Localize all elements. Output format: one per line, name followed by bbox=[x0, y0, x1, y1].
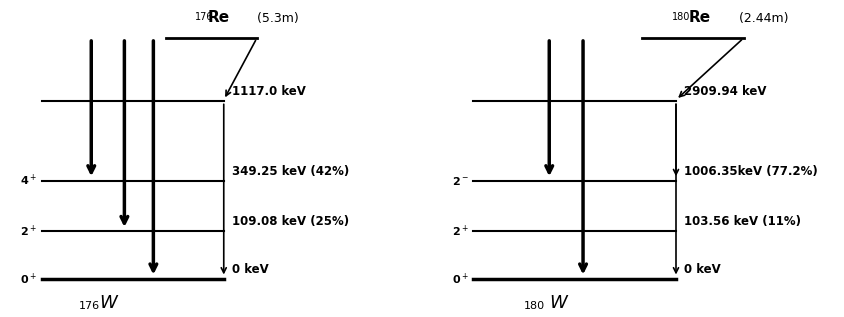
Text: 2$^-$: 2$^-$ bbox=[452, 175, 468, 187]
Text: 180: 180 bbox=[671, 12, 690, 22]
Text: 349.25 keV (42%): 349.25 keV (42%) bbox=[232, 165, 349, 178]
Text: 4$^+$: 4$^+$ bbox=[20, 173, 37, 188]
Text: 1006.35keV (77.2%): 1006.35keV (77.2%) bbox=[684, 165, 817, 178]
Text: Re: Re bbox=[207, 10, 229, 25]
Text: 109.08 keV (25%): 109.08 keV (25%) bbox=[232, 215, 349, 228]
Text: 180: 180 bbox=[523, 301, 544, 311]
Text: 1117.0 keV: 1117.0 keV bbox=[232, 85, 306, 98]
Text: 2$^+$: 2$^+$ bbox=[452, 224, 468, 239]
Text: 0 keV: 0 keV bbox=[684, 263, 720, 276]
Text: 2$^+$: 2$^+$ bbox=[20, 224, 37, 239]
Text: 103.56 keV (11%): 103.56 keV (11%) bbox=[684, 215, 800, 228]
Text: 176: 176 bbox=[194, 12, 213, 22]
Text: 2909.94 keV: 2909.94 keV bbox=[684, 85, 766, 98]
Text: 0 keV: 0 keV bbox=[232, 263, 268, 276]
Text: 176: 176 bbox=[78, 301, 100, 311]
Text: (5.3m): (5.3m) bbox=[252, 12, 298, 25]
Text: W: W bbox=[100, 294, 117, 312]
Text: W: W bbox=[549, 294, 566, 312]
Text: (2.44m): (2.44m) bbox=[734, 12, 787, 25]
Text: 0$^+$: 0$^+$ bbox=[452, 271, 468, 287]
Text: 0$^+$: 0$^+$ bbox=[20, 271, 37, 287]
Text: Re: Re bbox=[688, 10, 710, 25]
